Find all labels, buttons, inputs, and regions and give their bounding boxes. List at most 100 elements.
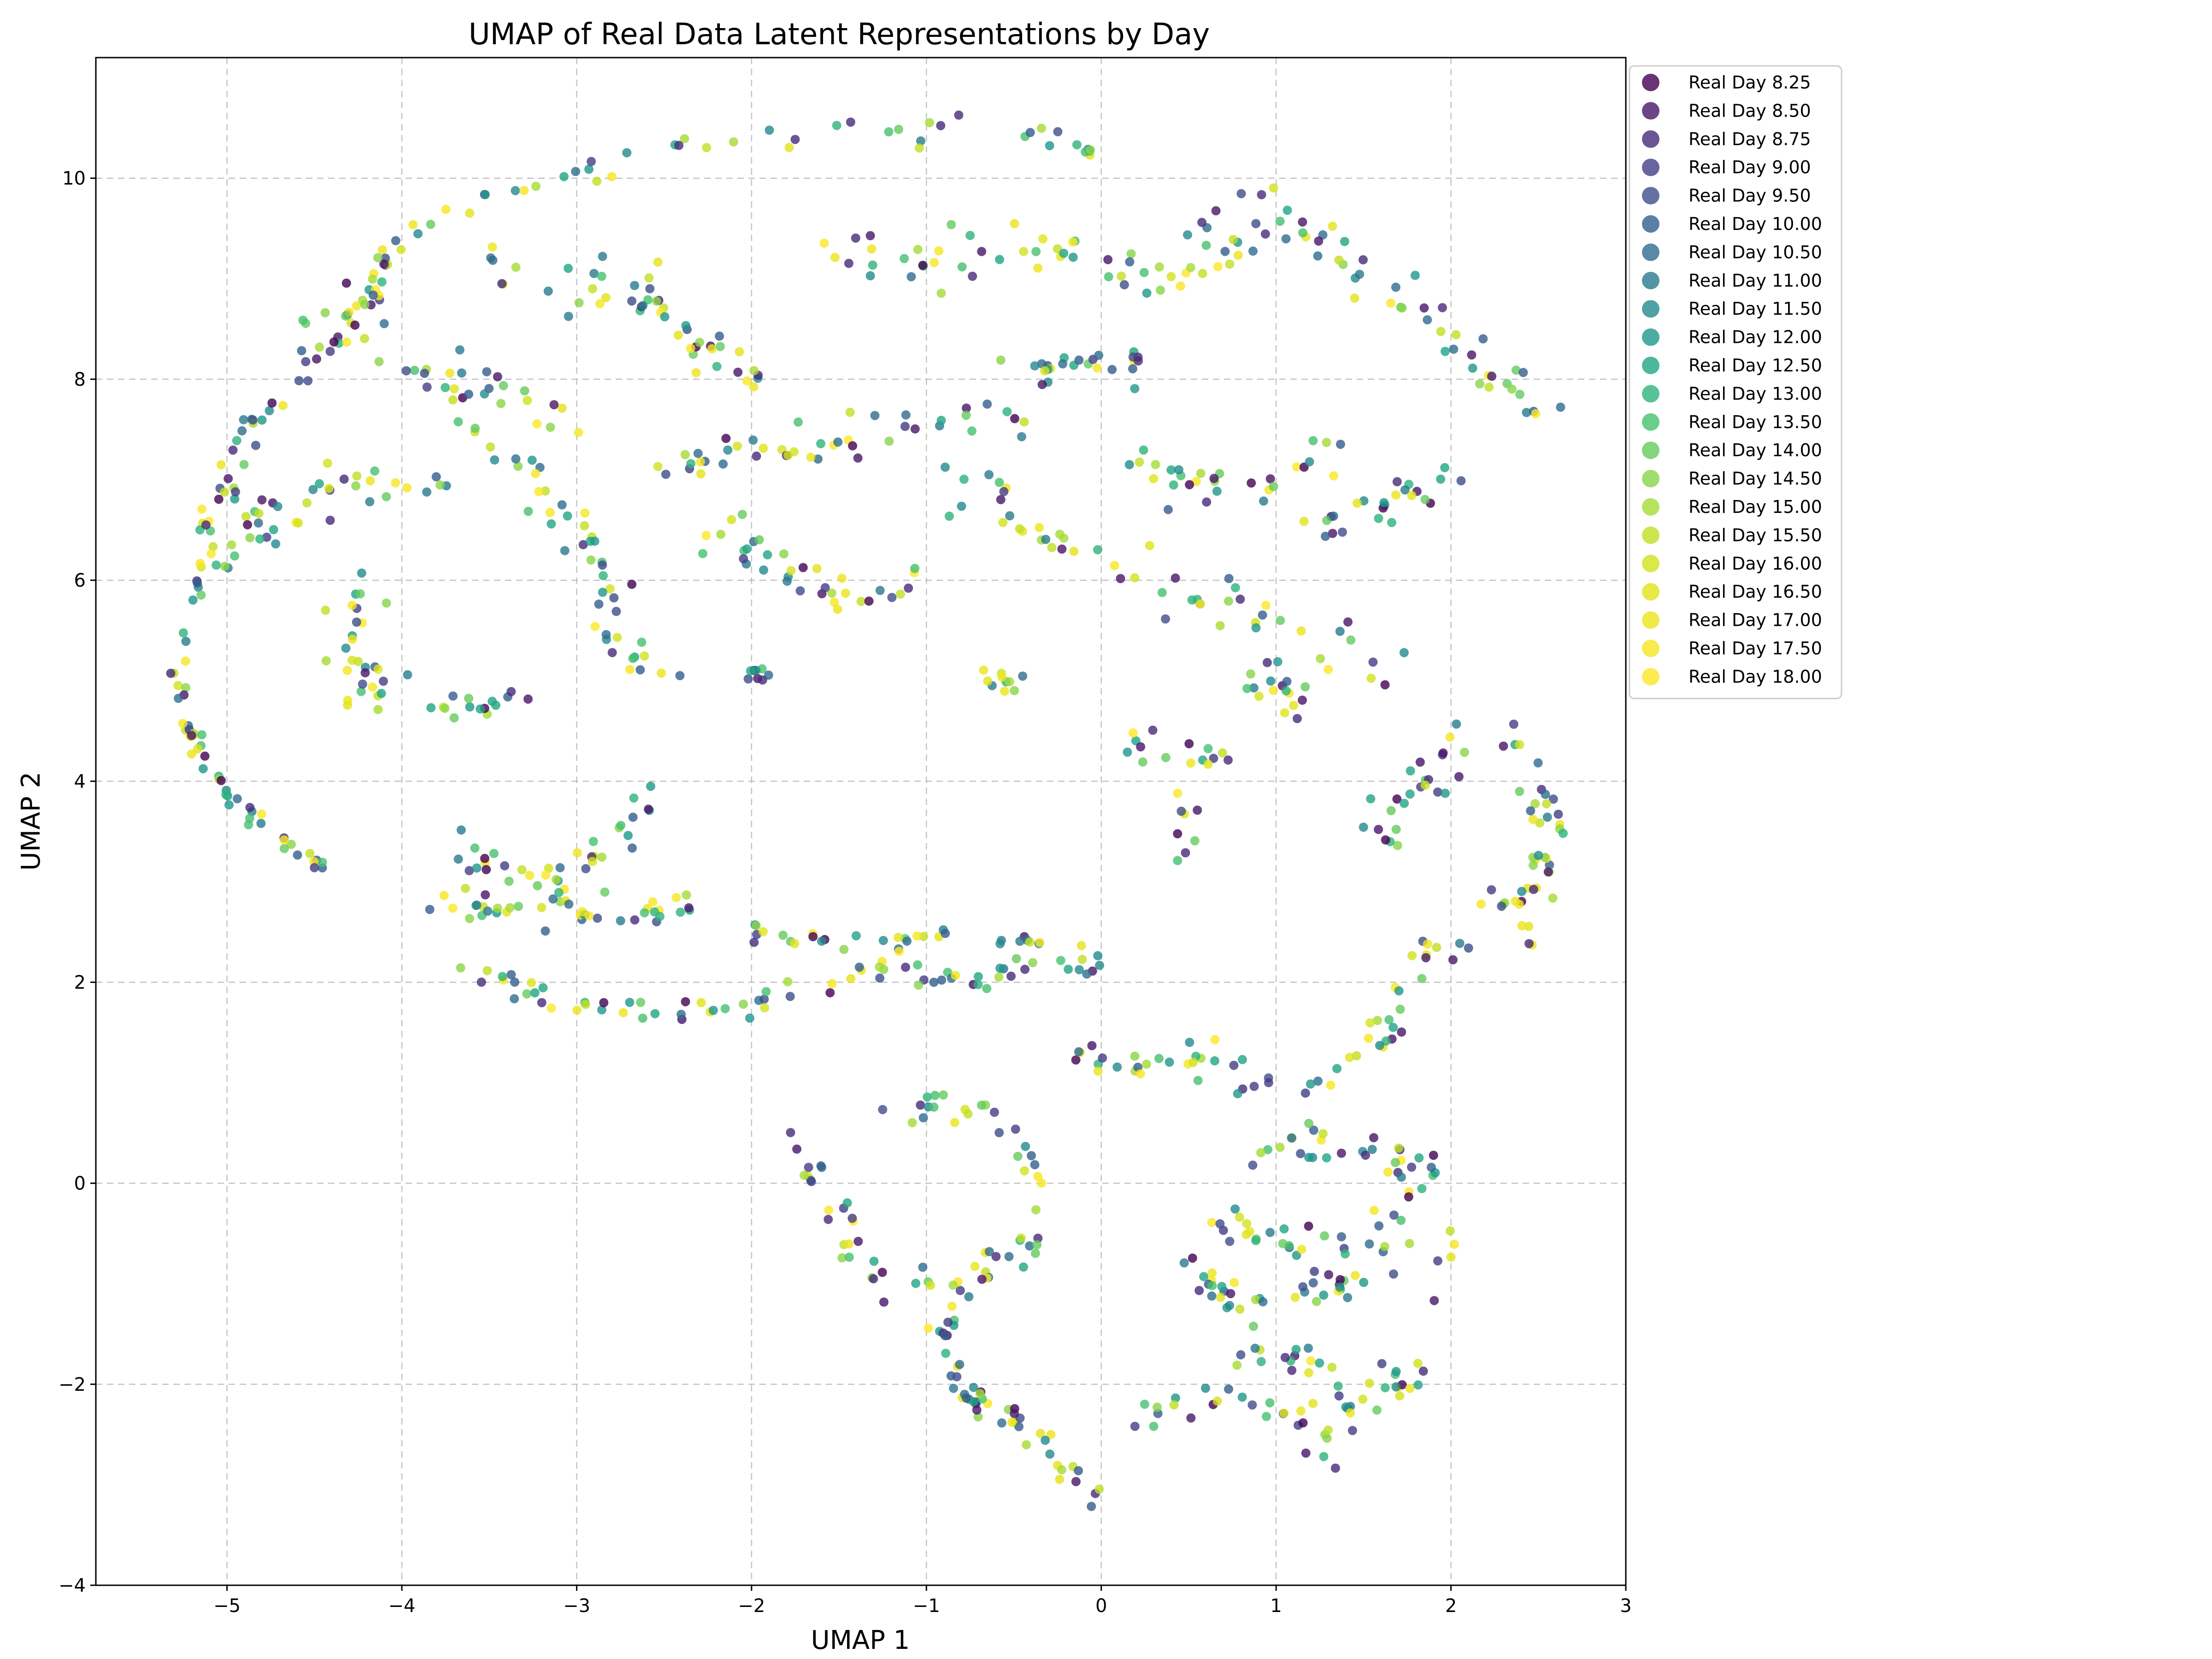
grid-lines <box>96 58 1627 1586</box>
data-point <box>560 546 570 555</box>
data-point <box>1445 732 1455 742</box>
data-point <box>1218 748 1227 758</box>
data-point <box>588 837 598 846</box>
data-point <box>1543 867 1553 877</box>
data-point <box>294 376 304 385</box>
data-point <box>1391 824 1401 834</box>
data-point <box>1176 281 1185 291</box>
data-point <box>916 136 925 146</box>
data-point <box>901 410 911 420</box>
legend-label: Real Day 11.00 <box>1688 271 1822 291</box>
data-point <box>1230 1278 1239 1288</box>
data-point <box>1397 1027 1406 1037</box>
data-point <box>637 637 647 647</box>
data-point <box>1037 359 1047 369</box>
data-point <box>245 803 255 812</box>
data-point <box>1306 1079 1315 1089</box>
data-point <box>681 321 691 330</box>
data-point <box>616 821 626 830</box>
data-point <box>827 588 836 598</box>
data-point <box>1297 1245 1306 1254</box>
y-axis-ticks: −4 −2 0 2 4 6 8 10 <box>59 168 96 1596</box>
data-point <box>449 713 459 723</box>
data-point <box>1004 1252 1014 1261</box>
data-point <box>1263 1145 1273 1154</box>
data-point <box>930 258 939 267</box>
data-point <box>302 498 312 508</box>
data-point <box>1166 465 1176 475</box>
data-point <box>1011 1124 1020 1134</box>
data-point <box>900 254 909 264</box>
data-point <box>572 1006 582 1015</box>
data-point <box>379 319 389 329</box>
data-point <box>737 510 747 519</box>
data-point <box>653 462 663 471</box>
data-point <box>1047 543 1057 553</box>
data-point <box>352 618 361 627</box>
data-point <box>955 1359 965 1369</box>
data-point <box>1171 573 1180 583</box>
data-point <box>1262 1412 1271 1421</box>
data-point <box>1328 221 1337 231</box>
data-point <box>934 246 944 256</box>
data-point <box>1125 257 1135 267</box>
legend-marker <box>1642 357 1659 374</box>
data-point <box>629 793 639 803</box>
data-point <box>924 1324 933 1333</box>
data-point <box>435 480 445 490</box>
data-point <box>1448 955 1458 965</box>
data-point <box>370 466 380 476</box>
data-point <box>696 469 706 479</box>
data-point <box>537 998 547 1007</box>
data-point <box>973 980 983 989</box>
data-point <box>618 1008 628 1018</box>
data-point <box>559 172 569 182</box>
data-point <box>564 312 573 321</box>
data-point <box>1242 684 1252 694</box>
data-point <box>265 406 274 416</box>
data-point <box>1075 965 1084 975</box>
data-point <box>936 416 946 425</box>
data-point <box>1420 494 1430 504</box>
data-point <box>1136 742 1146 752</box>
data-point <box>1308 1399 1318 1408</box>
data-point <box>638 1013 647 1023</box>
data-point <box>601 630 611 640</box>
data-point <box>923 1092 932 1102</box>
data-point <box>806 453 816 462</box>
data-point <box>1248 1160 1258 1170</box>
data-point <box>360 334 370 343</box>
data-point <box>1030 1160 1040 1170</box>
data-point <box>1250 1343 1260 1353</box>
data-point <box>1216 1293 1225 1302</box>
data-point <box>1010 219 1019 229</box>
data-point <box>278 400 288 410</box>
data-point <box>1030 1248 1040 1258</box>
data-point <box>969 1382 978 1392</box>
data-point <box>1236 189 1246 199</box>
data-point <box>257 415 267 425</box>
legend-marker <box>1642 187 1659 205</box>
data-point <box>531 469 541 478</box>
data-point <box>360 668 370 677</box>
data-point <box>1433 787 1442 797</box>
data-point <box>460 883 470 893</box>
legend-label: Real Day 10.50 <box>1688 242 1822 262</box>
data-point <box>624 831 633 840</box>
data-point <box>534 487 544 496</box>
data-point <box>1528 815 1538 824</box>
data-point <box>695 457 705 467</box>
data-point <box>549 400 559 410</box>
data-point <box>968 271 977 281</box>
data-point <box>341 311 350 321</box>
data-point <box>1336 1148 1346 1158</box>
data-point <box>1022 1440 1031 1450</box>
data-point <box>1215 1219 1225 1229</box>
data-point <box>946 1371 956 1381</box>
data-point <box>1092 363 1102 373</box>
data-point <box>489 849 499 858</box>
data-point <box>496 399 506 408</box>
data-point <box>630 915 640 925</box>
data-point <box>1529 885 1538 894</box>
data-point <box>806 1177 816 1186</box>
